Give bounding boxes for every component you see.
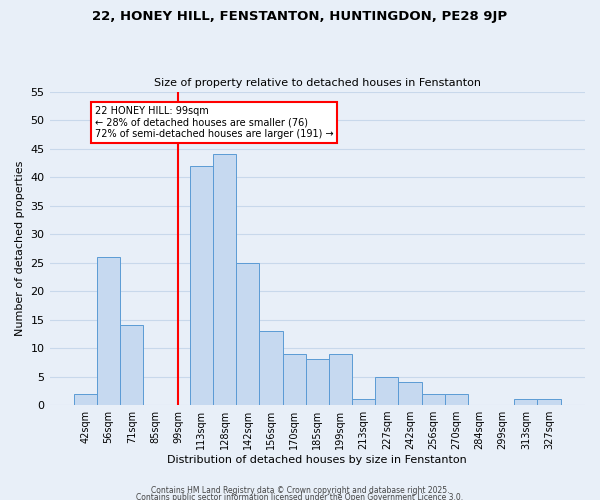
Bar bbox=[305, 360, 329, 405]
Bar bbox=[97, 257, 120, 405]
Bar bbox=[445, 394, 468, 405]
Bar bbox=[398, 382, 422, 405]
Bar bbox=[74, 394, 97, 405]
Bar bbox=[120, 326, 143, 405]
Bar bbox=[514, 400, 538, 405]
Bar bbox=[283, 354, 305, 405]
Y-axis label: Number of detached properties: Number of detached properties bbox=[15, 160, 25, 336]
Text: 22, HONEY HILL, FENSTANTON, HUNTINGDON, PE28 9JP: 22, HONEY HILL, FENSTANTON, HUNTINGDON, … bbox=[92, 10, 508, 23]
Bar bbox=[259, 331, 283, 405]
Title: Size of property relative to detached houses in Fenstanton: Size of property relative to detached ho… bbox=[154, 78, 481, 88]
Bar bbox=[352, 400, 375, 405]
Bar bbox=[538, 400, 560, 405]
Text: 22 HONEY HILL: 99sqm
← 28% of detached houses are smaller (76)
72% of semi-detac: 22 HONEY HILL: 99sqm ← 28% of detached h… bbox=[95, 106, 334, 139]
Bar bbox=[213, 154, 236, 405]
Text: Contains HM Land Registry data © Crown copyright and database right 2025.: Contains HM Land Registry data © Crown c… bbox=[151, 486, 449, 495]
Bar bbox=[375, 376, 398, 405]
Text: Contains public sector information licensed under the Open Government Licence 3.: Contains public sector information licen… bbox=[136, 494, 464, 500]
X-axis label: Distribution of detached houses by size in Fenstanton: Distribution of detached houses by size … bbox=[167, 455, 467, 465]
Bar bbox=[190, 166, 213, 405]
Bar bbox=[236, 262, 259, 405]
Bar bbox=[329, 354, 352, 405]
Bar bbox=[422, 394, 445, 405]
